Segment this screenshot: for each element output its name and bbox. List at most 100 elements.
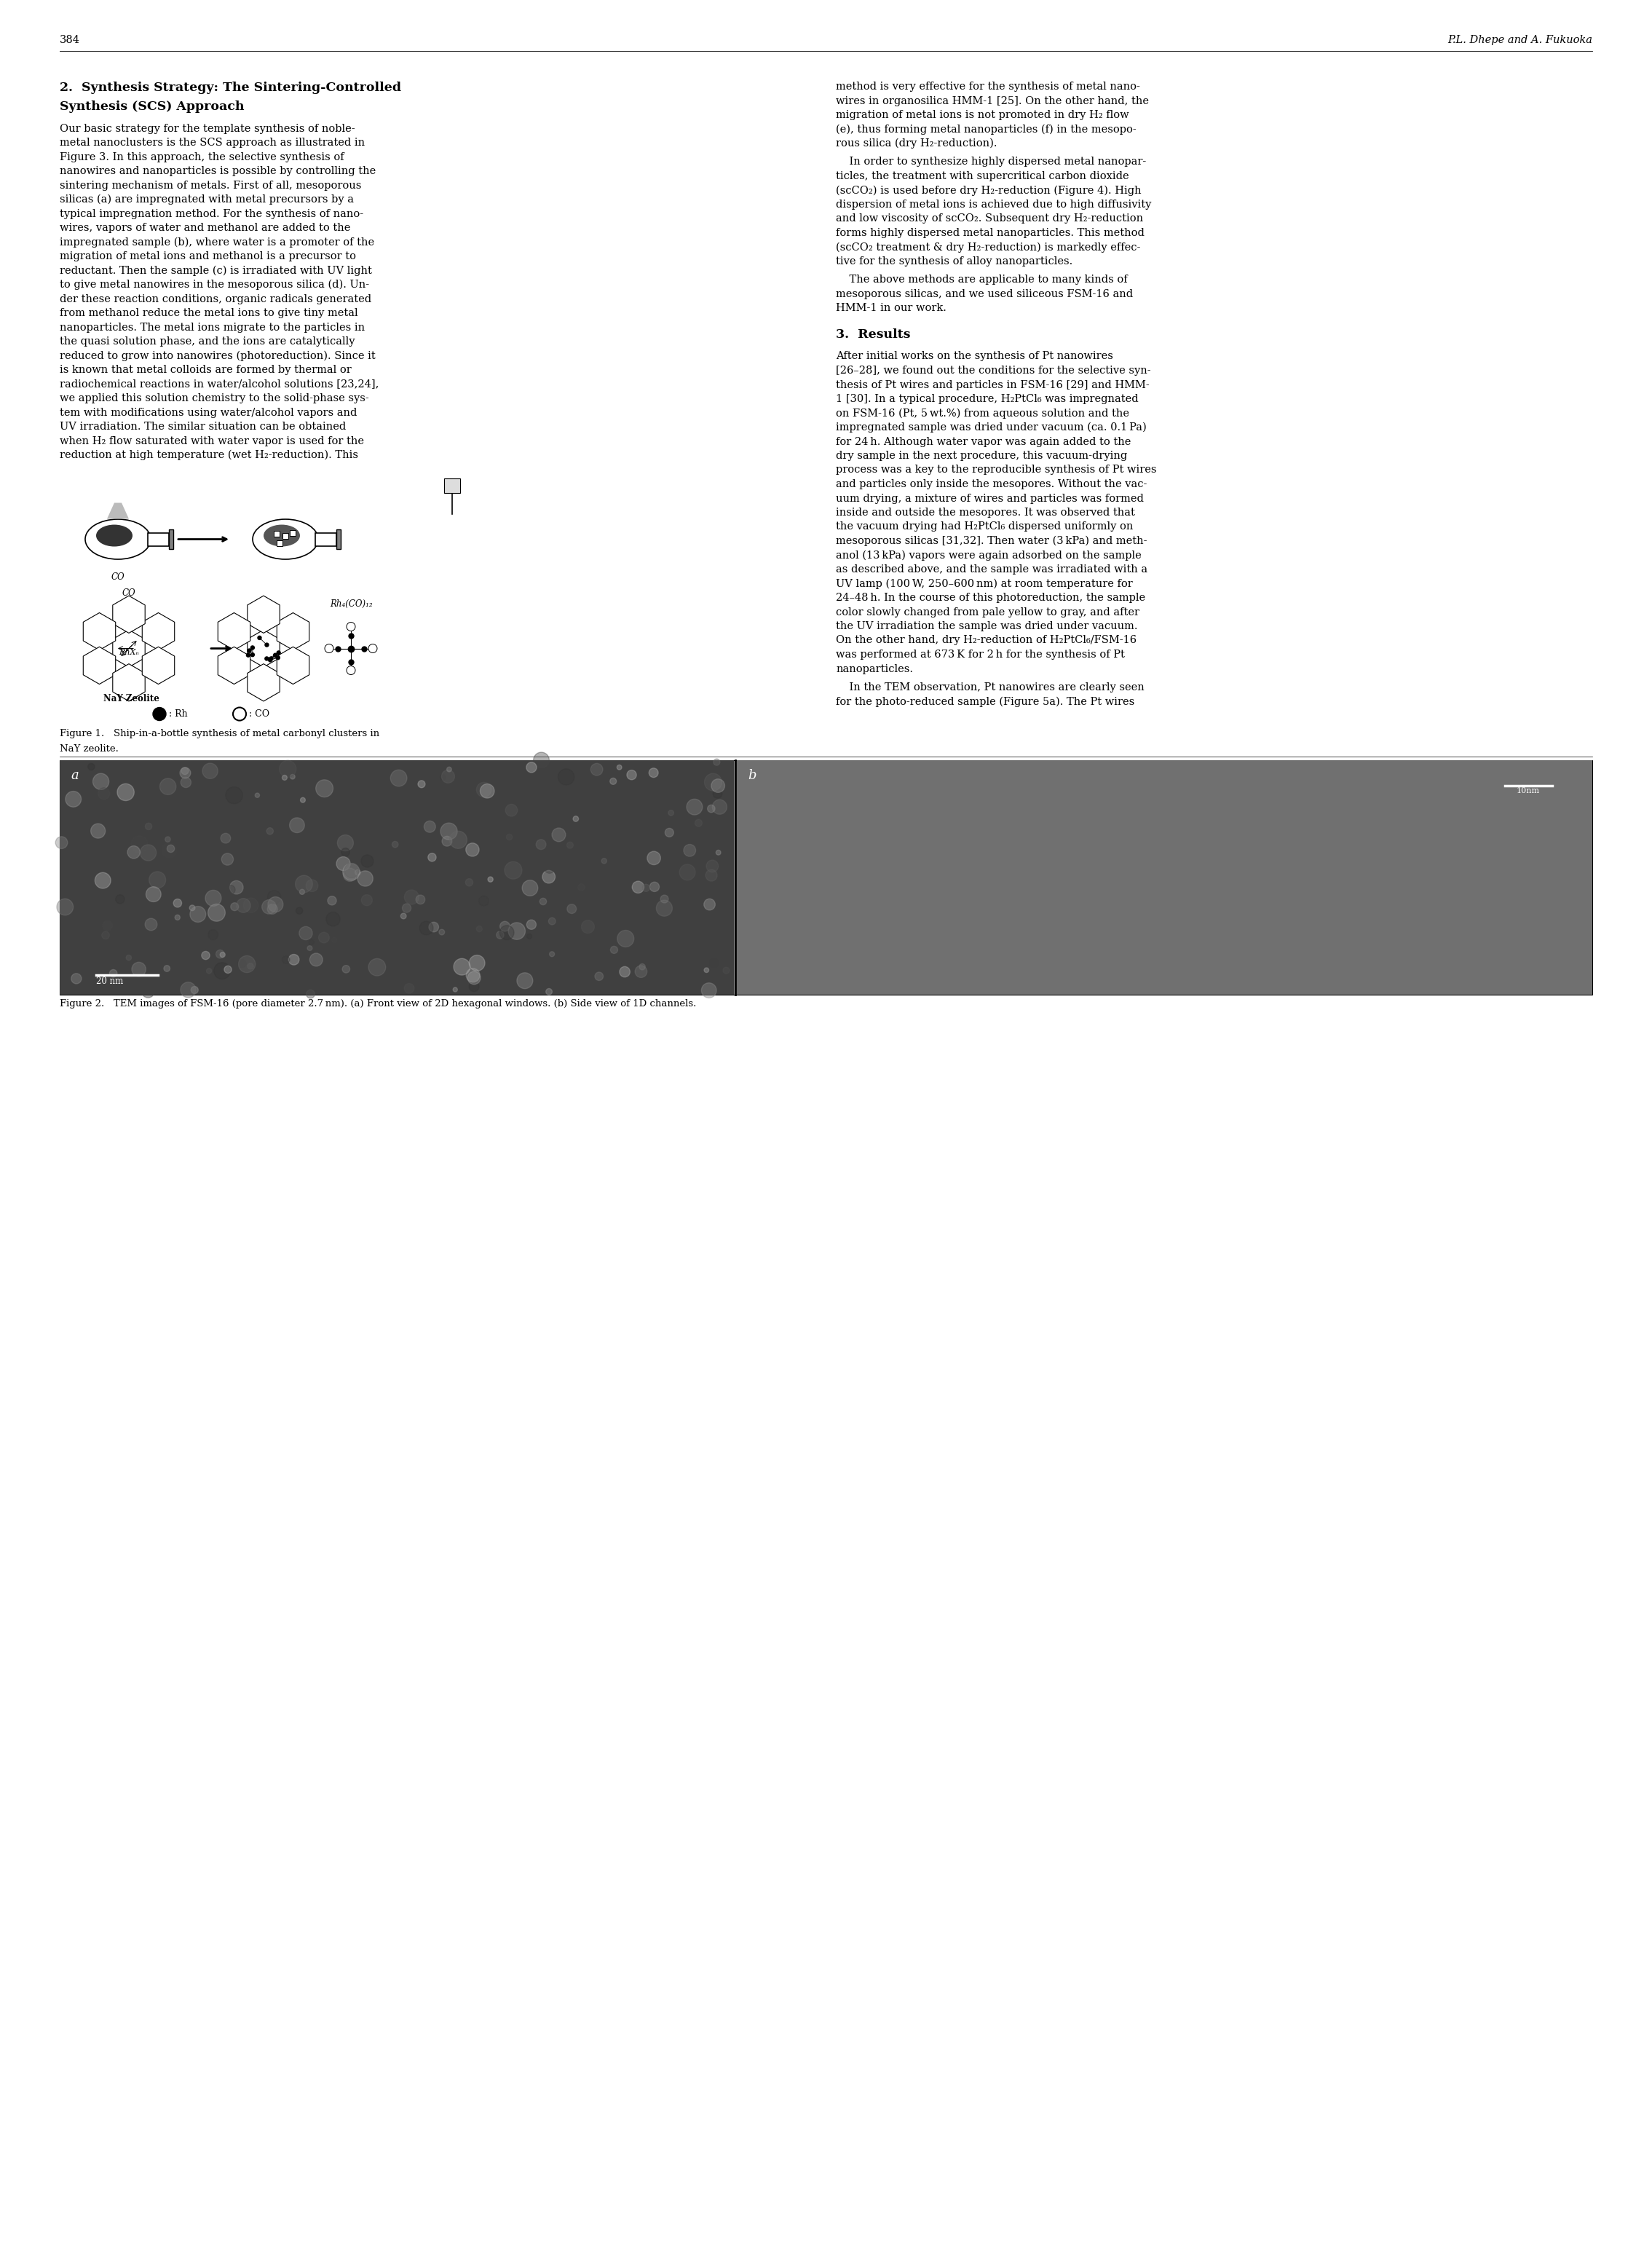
Text: Rh₄(CO)₁₂: Rh₄(CO)₁₂ — [330, 599, 372, 608]
Text: reductant. Then the sample (c) is irradiated with UV light: reductant. Then the sample (c) is irradi… — [59, 266, 372, 275]
Circle shape — [131, 836, 147, 852]
Circle shape — [567, 843, 573, 849]
Circle shape — [342, 847, 350, 856]
Text: In order to synthesize highly dispersed metal nanopar-: In order to synthesize highly dispersed … — [836, 158, 1146, 167]
Circle shape — [203, 764, 218, 780]
Circle shape — [704, 969, 709, 973]
Circle shape — [707, 861, 719, 872]
Circle shape — [527, 933, 532, 940]
Circle shape — [441, 771, 454, 784]
Circle shape — [307, 946, 312, 951]
Circle shape — [439, 928, 444, 935]
Circle shape — [149, 872, 165, 888]
Circle shape — [268, 897, 282, 912]
Text: CO: CO — [122, 588, 135, 597]
Circle shape — [140, 845, 157, 861]
Circle shape — [332, 937, 337, 942]
Circle shape — [301, 798, 306, 802]
Circle shape — [309, 953, 322, 967]
Text: reduction at high temperature (wet H₂-reduction). This: reduction at high temperature (wet H₂-re… — [59, 451, 358, 460]
Circle shape — [504, 861, 522, 879]
Circle shape — [552, 827, 565, 843]
Circle shape — [669, 811, 674, 816]
Circle shape — [282, 955, 289, 964]
Circle shape — [522, 881, 539, 897]
Circle shape — [558, 768, 575, 784]
Circle shape — [626, 771, 636, 780]
Text: Figure 3. In this approach, the selective synthesis of: Figure 3. In this approach, the selectiv… — [59, 151, 344, 162]
Circle shape — [506, 804, 517, 816]
Text: 24–48 h. In the course of this photoreduction, the sample: 24–48 h. In the course of this photoredu… — [836, 593, 1146, 604]
Circle shape — [695, 820, 702, 827]
Circle shape — [93, 773, 109, 789]
Circle shape — [220, 953, 225, 958]
Bar — [59, 759, 733, 994]
Text: : CO: : CO — [249, 710, 269, 719]
Text: nanoparticles.: nanoparticles. — [836, 665, 914, 674]
Circle shape — [476, 782, 491, 798]
Circle shape — [633, 881, 644, 892]
Text: impregnated sample was dried under vacuum (ca. 0.1 Pa): impregnated sample was dried under vacuu… — [836, 421, 1146, 433]
Circle shape — [162, 843, 177, 858]
Ellipse shape — [253, 518, 319, 559]
Circle shape — [276, 656, 279, 660]
Circle shape — [712, 780, 725, 793]
Bar — [274, 529, 279, 536]
Ellipse shape — [264, 525, 301, 547]
Circle shape — [656, 901, 672, 917]
Circle shape — [476, 926, 482, 933]
Text: On the other hand, dry H₂-reduction of H₂PtCl₆/FSM-16: On the other hand, dry H₂-reduction of H… — [836, 635, 1137, 647]
Circle shape — [620, 967, 629, 978]
Circle shape — [712, 800, 727, 813]
Polygon shape — [278, 647, 309, 685]
Circle shape — [428, 854, 436, 861]
Polygon shape — [218, 613, 249, 651]
Circle shape — [666, 829, 674, 836]
Circle shape — [648, 852, 661, 865]
Circle shape — [263, 899, 276, 915]
Text: the quasi solution phase, and the ions are catalytically: the quasi solution phase, and the ions a… — [59, 336, 355, 347]
Text: ticles, the treatment with supercritical carbon dioxide: ticles, the treatment with supercritical… — [836, 171, 1130, 180]
Circle shape — [704, 899, 715, 910]
Polygon shape — [112, 665, 145, 701]
Circle shape — [466, 969, 479, 982]
Circle shape — [468, 971, 481, 985]
Text: UV irradiation. The similar situation can be obtained: UV irradiation. The similar situation ca… — [59, 421, 345, 433]
Text: UV lamp (100 W, 250–600 nm) at room temperature for: UV lamp (100 W, 250–600 nm) at room temp… — [836, 579, 1133, 588]
Circle shape — [182, 768, 188, 775]
Circle shape — [509, 921, 525, 940]
Text: as described above, and the sample was irradiated with a: as described above, and the sample was i… — [836, 563, 1148, 575]
Circle shape — [453, 987, 458, 991]
Circle shape — [268, 890, 281, 903]
Text: (e), thus forming metal nanoparticles (f) in the mesopo-: (e), thus forming metal nanoparticles (f… — [836, 124, 1137, 135]
Circle shape — [595, 971, 603, 980]
Circle shape — [643, 883, 649, 892]
Circle shape — [416, 894, 425, 903]
Circle shape — [687, 800, 702, 816]
Circle shape — [88, 764, 94, 771]
Circle shape — [291, 775, 296, 780]
Polygon shape — [248, 631, 279, 667]
Circle shape — [231, 903, 238, 910]
Circle shape — [534, 753, 548, 768]
Circle shape — [180, 768, 190, 777]
Circle shape — [56, 899, 73, 915]
Circle shape — [221, 854, 233, 865]
Text: color slowly changed from pale yellow to gray, and after: color slowly changed from pale yellow to… — [836, 606, 1140, 617]
Circle shape — [344, 863, 358, 879]
Circle shape — [238, 960, 246, 969]
Circle shape — [392, 840, 398, 847]
Circle shape — [454, 958, 471, 976]
Text: b: b — [748, 768, 757, 782]
Circle shape — [268, 903, 278, 915]
Circle shape — [368, 644, 377, 653]
Circle shape — [296, 908, 302, 915]
Text: Figure 2.   TEM images of FSM-16 (pore diameter 2.7 nm). (a) Front view of 2D he: Figure 2. TEM images of FSM-16 (pore dia… — [59, 998, 695, 1007]
Circle shape — [704, 773, 722, 791]
Circle shape — [347, 667, 355, 674]
Text: was performed at 673 K for 2 h for the synthesis of Pt: was performed at 673 K for 2 h for the s… — [836, 649, 1125, 660]
Circle shape — [661, 894, 669, 903]
Circle shape — [243, 899, 258, 912]
Circle shape — [299, 926, 312, 940]
Text: inside and outside the mesopores. It was observed that: inside and outside the mesopores. It was… — [836, 507, 1135, 518]
